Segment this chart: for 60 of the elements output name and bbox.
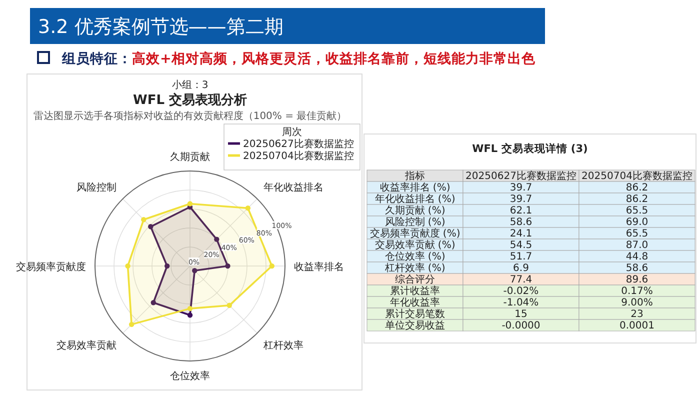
text: 58.6 <box>626 263 648 274</box>
text: -0.0000 <box>502 320 540 332</box>
text: 86.2 <box>626 194 648 206</box>
text: 累计收益率 <box>390 285 440 298</box>
text: 年化收益排名 (%) <box>374 193 456 206</box>
chart-title: WFL 交易表现分析 <box>132 92 248 108</box>
spoke-label: 交易频率贡献度 <box>16 261 86 273</box>
text: 58.6 <box>510 217 532 228</box>
legend-label: 20250627比赛数据监控 <box>243 138 354 150</box>
text: 15 <box>514 309 528 320</box>
text: 86.2 <box>626 182 648 194</box>
text: 0.0001 <box>620 320 654 332</box>
text: 24.1 <box>510 228 532 240</box>
text: 组员特征： <box>61 51 132 67</box>
spoke-label: 年化收益排名 <box>264 181 324 194</box>
text: 年化收益率 <box>390 296 440 309</box>
spoke-label: 久期贡献 <box>170 151 210 163</box>
text: 杠杆效率 (%) <box>384 262 446 274</box>
text: 风险控制 (%) <box>384 216 446 228</box>
text: 87.0 <box>626 240 648 252</box>
spoke-label: 风险控制 <box>76 181 116 194</box>
text: 交易效率贡献 (%) <box>374 239 456 252</box>
group-label: 小组：3 <box>172 80 208 91</box>
text: 39.7 <box>510 182 532 194</box>
text: 69.0 <box>626 217 648 228</box>
text: 77.4 <box>510 274 532 286</box>
spoke-label: 杠杆效率 <box>262 340 304 352</box>
text: WFL 交易表现详情 (3) <box>472 142 588 155</box>
text: 高效+相对高频，风格更灵活，收益排名靠前，短线能力非常出色 <box>132 50 536 67</box>
text: 3.2 优秀案例节选——第二期 <box>38 16 284 38</box>
text: 23 <box>630 309 644 320</box>
text: 9.00% <box>621 298 653 309</box>
text: 久期贡献 (%) <box>384 204 446 217</box>
text: -1.04% <box>503 298 539 309</box>
text: 6.9 <box>513 263 529 274</box>
text: 20250704比赛数据监控 <box>582 170 692 182</box>
legend-label: 20250704比赛数据监控 <box>243 150 354 162</box>
spoke-label: 交易效率贡献 <box>56 340 116 352</box>
spoke-label: 收益率排名 <box>294 261 344 273</box>
text: 指标 <box>404 170 425 182</box>
text: 51.7 <box>510 252 532 263</box>
legend-title: 周次 <box>282 127 302 138</box>
text: 0.17% <box>621 286 653 298</box>
text: 累计交易笔数 <box>385 308 445 320</box>
text: 综合评分 <box>395 274 435 286</box>
text: 20250627比赛数据监控 <box>466 170 576 182</box>
text: 89.6 <box>626 274 648 286</box>
text: 仓位效率 (%) <box>384 250 446 263</box>
spoke-label: 仓位效率 <box>170 370 210 382</box>
text: 收益率排名 (%) <box>380 182 450 194</box>
text: 39.7 <box>510 194 532 206</box>
text: 65.5 <box>626 228 648 240</box>
text: 65.5 <box>626 206 648 217</box>
text: 44.8 <box>626 252 648 263</box>
text: 交易频率贡献度 (%) <box>370 228 460 240</box>
text: 54.5 <box>510 240 532 252</box>
text: 单位交易收益 <box>385 320 445 332</box>
chart-subtitle: 雷达图显示选手各项指标对收益的有效贡献程度（100% = 最佳贡献） <box>33 110 347 122</box>
text: 62.1 <box>510 206 532 217</box>
text: -0.02% <box>503 286 539 298</box>
